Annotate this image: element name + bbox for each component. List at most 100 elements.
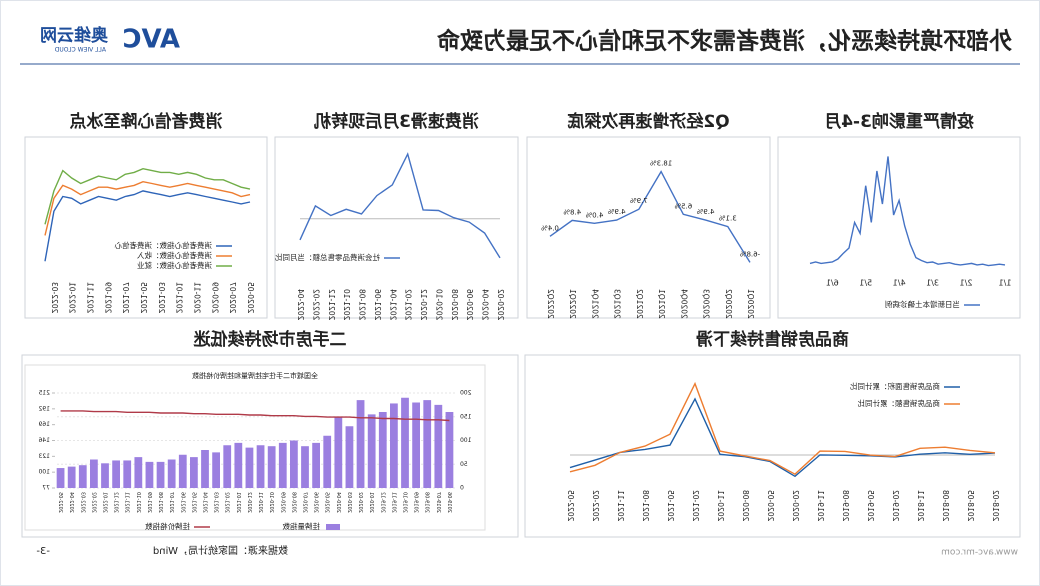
page-number: -3- [36, 546, 50, 557]
panel-title: 消费者信心降至冰点 [70, 111, 223, 132]
legend-label: 消费者信心指数：就业 [137, 260, 212, 270]
chart-subtitle: 全国城市二手住宅挂牌量和挂牌价格指数 [192, 371, 318, 380]
y-tick-label: 200 [460, 390, 472, 397]
line-series [549, 170, 751, 263]
y2-tick-label: 192 [38, 405, 50, 412]
x-tick-label: 2021Q1 [657, 289, 666, 319]
x-tick-label: 2/1 [960, 279, 973, 288]
bar [212, 452, 220, 488]
data-label: 6.5% [674, 202, 692, 210]
x-tick-label: 2021-06 [373, 289, 382, 321]
x-tick-label: 2020-04 [335, 492, 341, 513]
y2-tick-label: 169 [38, 421, 50, 428]
y-tick-label: 0 [460, 485, 464, 492]
x-tick-label: 2021-02 [224, 492, 230, 513]
bar [190, 457, 198, 488]
legend-label: 当日新增本土确诊病例 [885, 299, 960, 309]
x-tick-label: 2020-11 [716, 490, 725, 522]
logo-cn: 奥维云网 [40, 25, 108, 46]
x-tick-label: 2019-10 [402, 492, 408, 513]
x-tick-label: 2021-07 [121, 282, 130, 314]
x-tick-label: 2018-08 [941, 490, 950, 522]
x-tick-label: 2021-11 [124, 492, 130, 513]
x-tick-label: 2020-05 [324, 492, 330, 513]
x-tick-label: 2020Q2 [724, 289, 733, 319]
bar [78, 465, 87, 488]
x-tick-label: 2020-06 [313, 492, 319, 513]
bar [367, 414, 376, 488]
x-tick-label: 2020-10 [268, 492, 274, 513]
panel-frame [777, 136, 1021, 319]
y-tick-label: 100 [460, 437, 472, 444]
bar [445, 412, 454, 488]
x-tick-label: 2021Q3 [613, 289, 622, 319]
panel-title: Q2经济增速再次探底 [567, 111, 729, 132]
bar [201, 450, 209, 488]
x-tick-label: 2021-08 [157, 492, 163, 513]
x-tick-label: 2021Q4 [590, 289, 599, 319]
y2-tick-label: 215 [38, 390, 50, 397]
x-tick-label: 2021-11 [86, 282, 95, 314]
panel-title: 疫情严重影响3-4月 [824, 111, 974, 132]
x-tick-label: 2022-03 [79, 492, 85, 513]
x-tick-label: 2021-03 [157, 282, 166, 314]
website: www.avc-mr.com [941, 548, 1018, 558]
bar [378, 412, 387, 488]
bar [56, 468, 65, 488]
bar [345, 426, 354, 488]
x-tick-label: 2022-04 [296, 289, 305, 321]
x-tick-label: 2022Q1 [568, 289, 577, 319]
legend-label: 消费者信心指数：收入 [137, 250, 212, 260]
line-series [44, 180, 251, 236]
line-series [299, 152, 501, 259]
x-tick-label: 2021-02 [404, 289, 413, 321]
x-tick-label: 2020-11 [257, 492, 263, 513]
legend-label: 消费者信心指数：消费者信心 [114, 240, 212, 250]
x-tick-label: 2022-01 [68, 282, 77, 314]
bar [178, 454, 187, 488]
x-tick-label: 2021-05 [190, 492, 196, 513]
bar [290, 440, 298, 488]
x-tick-label: 2022-04 [68, 492, 74, 513]
data-label: 4.9% [607, 208, 625, 216]
x-tick-label: 2022-05 [566, 490, 575, 522]
legend-label: 商品房销售额：累计同比 [857, 398, 940, 408]
x-tick-label: 2021-10 [342, 289, 351, 321]
x-tick-label: 2021-12 [327, 289, 336, 321]
x-tick-label: 2021-01 [235, 492, 241, 513]
x-tick-label: 2020-09 [210, 282, 219, 314]
x-tick-label: 2022-01 [102, 492, 108, 513]
bar [301, 446, 309, 488]
line-series [569, 381, 996, 476]
x-tick-label: 2019-02 [891, 490, 900, 522]
panel-title: 消费速滑3月后现转机 [314, 111, 479, 132]
x-tick-label: 2021-10 [135, 492, 141, 513]
x-tick-label: 2019-07 [435, 492, 441, 513]
plot-frame [24, 364, 486, 531]
x-tick-label: 2021-05 [666, 490, 675, 522]
panel-title: 商品房销售持续下滑 [696, 329, 849, 350]
x-tick-label: 2020Q4 [679, 289, 688, 319]
x-tick-label: 2021-06 [179, 492, 185, 513]
x-tick-label: 2019-06 [446, 492, 452, 513]
x-tick-label: 2021-03 [213, 492, 219, 513]
x-tick-label: 2021Q2 [635, 289, 644, 319]
x-tick-label: 2022Q2 [546, 289, 555, 319]
bar [123, 460, 132, 488]
x-tick-label: 2022-02 [591, 490, 600, 522]
x-tick-label: 2019-11 [390, 492, 396, 513]
x-tick-label: 2020-05 [766, 490, 775, 522]
y2-tick-label: 123 [38, 453, 50, 460]
x-tick-label: 2021-09 [146, 492, 152, 513]
bar [267, 446, 276, 488]
x-tick-label: 2020-07 [302, 492, 308, 513]
x-tick-label: 2020-08 [741, 490, 750, 522]
x-tick-label: 2021-04 [388, 289, 397, 321]
line-series [44, 190, 251, 262]
x-tick-label: 2019-12 [379, 492, 385, 513]
x-tick-label: 2021-04 [202, 492, 208, 513]
line-series [44, 167, 251, 225]
bar [390, 403, 398, 488]
bar [245, 447, 254, 488]
x-tick-label: 2020-06 [465, 289, 474, 321]
